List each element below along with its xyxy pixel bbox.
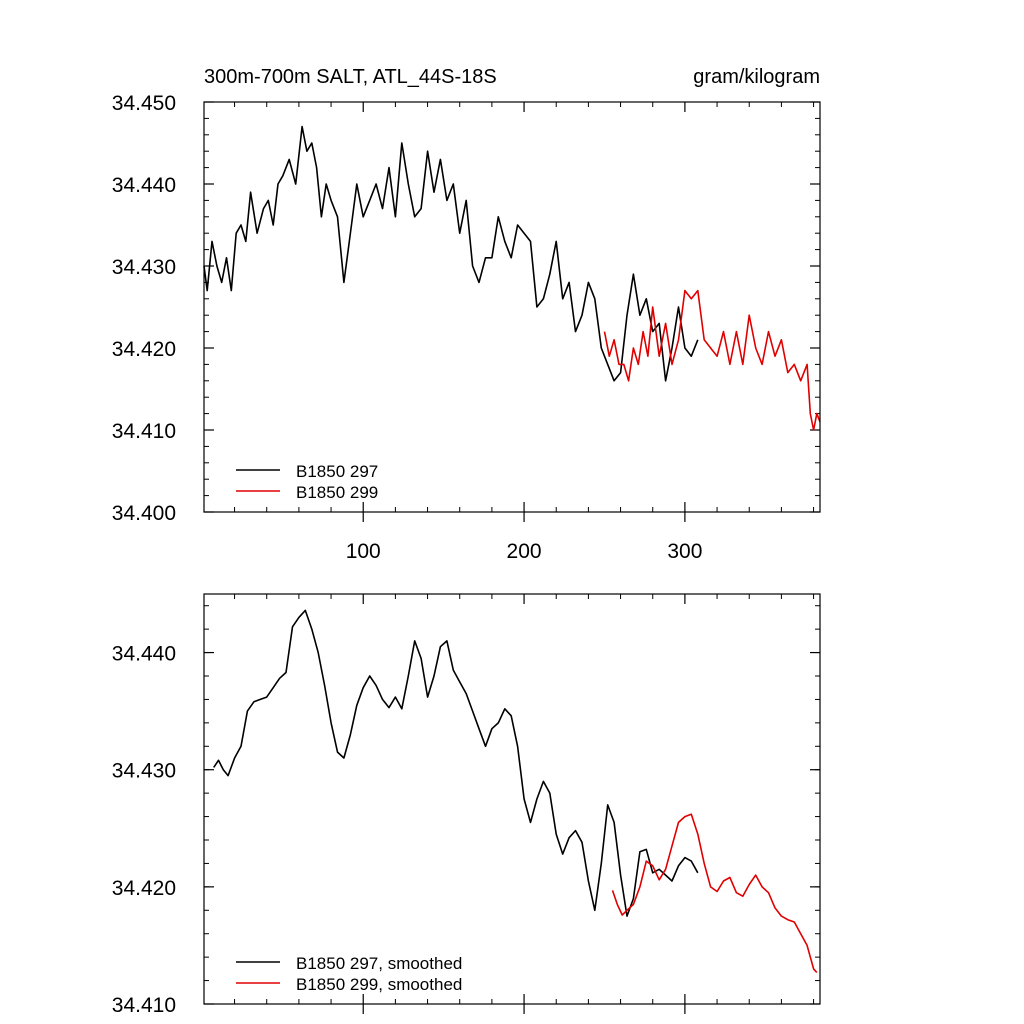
y-axis: 34.410 34.420 34.430 34.440 — [112, 605, 820, 1017]
y-tick-label: 34.430 — [112, 760, 176, 783]
y-tick-label: 34.420 — [112, 877, 176, 900]
legend-label: B1850 297, smoothed — [296, 954, 462, 973]
series-line-1 — [213, 609, 699, 917]
plot-frame — [203, 593, 821, 1005]
series-line-1 — [203, 125, 699, 382]
chart-title: 300m-700m SALT, ATL_44S-18S — [204, 66, 497, 88]
legend-label: B1850 297 — [296, 462, 378, 481]
y-tick-label: 34.450 — [112, 92, 176, 115]
series-line-2 — [603, 289, 821, 431]
y-tick-label: 34.440 — [112, 174, 176, 197]
y-axis: 34.400 34.410 34.420 34.430 34.440 34.450 — [112, 92, 820, 525]
plot-area — [203, 125, 821, 431]
y-tick-label: 34.400 — [112, 502, 176, 525]
x-tick-label: 200 — [507, 540, 542, 563]
x-tick-label: 100 — [346, 540, 381, 563]
x-axis — [234, 594, 815, 1014]
plot-frame — [203, 101, 821, 513]
plot-area — [213, 609, 818, 973]
y-tick-label: 34.410 — [112, 420, 176, 443]
units-label: gram/kilogram — [693, 66, 820, 88]
x-tick-label: 300 — [667, 540, 702, 563]
legend-label: B1850 299, smoothed — [296, 975, 462, 994]
top-panel: 300m-700m SALT, ATL_44S-18S gram/kilogra… — [112, 66, 821, 563]
y-tick-label: 34.440 — [112, 643, 176, 666]
bottom-panel: 34.410 34.420 34.430 34.440 B1850 297, smoo… — [112, 593, 821, 1017]
y-tick-label: 34.430 — [112, 256, 176, 279]
series-line-2 — [611, 813, 818, 973]
y-tick-label: 34.410 — [112, 994, 176, 1017]
legend-label: B1850 299 — [296, 483, 378, 502]
legend: B1850 297 B1850 299 — [236, 462, 378, 502]
x-axis: 100 200 300 — [234, 102, 815, 563]
y-tick-label: 34.420 — [112, 338, 176, 361]
legend: B1850 297, smoothed B1850 299, smoothed — [236, 954, 462, 994]
